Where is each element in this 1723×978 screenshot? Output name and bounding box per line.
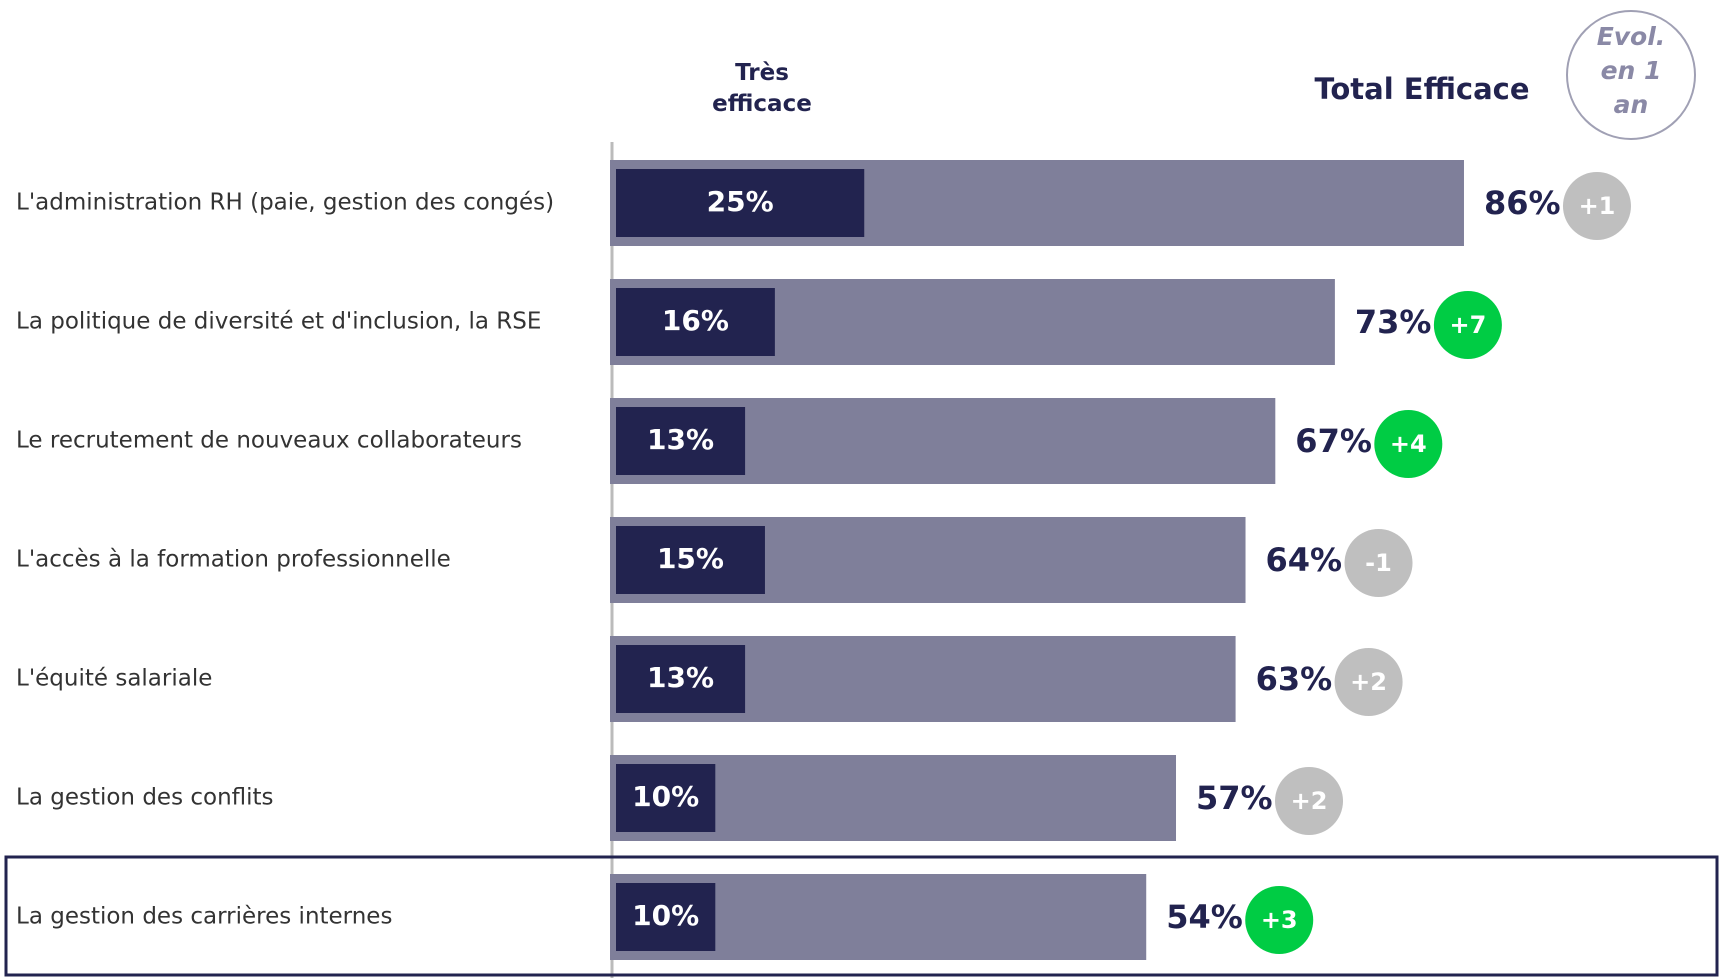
category-label: L'administration RH (paie, gestion des c…	[16, 190, 554, 216]
value-label: 13%	[647, 423, 714, 456]
bar-very	[616, 407, 746, 475]
value-label: 13%	[647, 661, 714, 694]
evol-badge	[1275, 767, 1344, 835]
evol-label: -1	[1365, 549, 1392, 577]
evol-header: Evol. en 1 an	[1596, 22, 1666, 119]
value-label: 25%	[707, 185, 774, 218]
evol-badge	[1245, 886, 1314, 954]
evol-badge	[1562, 172, 1631, 240]
category-label: L'équité salariale	[16, 666, 212, 692]
total-label: 64%	[1266, 541, 1343, 579]
value-label: 15%	[657, 542, 724, 575]
category-label: La gestion des conflits	[16, 785, 274, 811]
evol-label: +4	[1390, 430, 1427, 458]
bar-very	[616, 764, 716, 832]
evol-badge	[1334, 648, 1403, 716]
value-label: 10%	[632, 899, 699, 932]
bar-very	[616, 526, 765, 594]
category-label: La gestion des carrières internes	[16, 904, 392, 930]
evol-label: +3	[1261, 906, 1298, 934]
total-label: 57%	[1196, 779, 1273, 817]
evol-badge	[1433, 291, 1502, 359]
category-label: Le recrutement de nouveaux collaborateur…	[16, 428, 522, 454]
bar-very	[616, 169, 865, 237]
total-label: 73%	[1355, 303, 1432, 341]
total-label: 86%	[1484, 184, 1561, 222]
evol-label: +7	[1449, 311, 1486, 339]
total-label: 63%	[1256, 660, 1333, 698]
evol-label: +2	[1291, 787, 1328, 815]
value-label: 10%	[632, 780, 699, 813]
value-label: 16%	[662, 304, 729, 337]
bar-very	[616, 645, 746, 713]
evol-label: +1	[1579, 192, 1616, 220]
evol-badge	[1344, 529, 1413, 597]
evol-circle	[1566, 10, 1696, 140]
bar-very	[616, 288, 775, 356]
category-label: L'accès à la formation professionnelle	[16, 547, 451, 573]
evol-label: +2	[1350, 668, 1387, 696]
total-label: 54%	[1166, 898, 1243, 936]
evol-badge	[1374, 410, 1443, 478]
category-label: La politique de diversité et d'inclusion…	[16, 309, 541, 335]
total-label: 67%	[1295, 422, 1372, 460]
series-header: Total Efficace	[1314, 72, 1530, 106]
series-header: Très efficace	[712, 60, 812, 117]
highlight-box	[4, 855, 1719, 977]
bar-very	[616, 883, 716, 951]
